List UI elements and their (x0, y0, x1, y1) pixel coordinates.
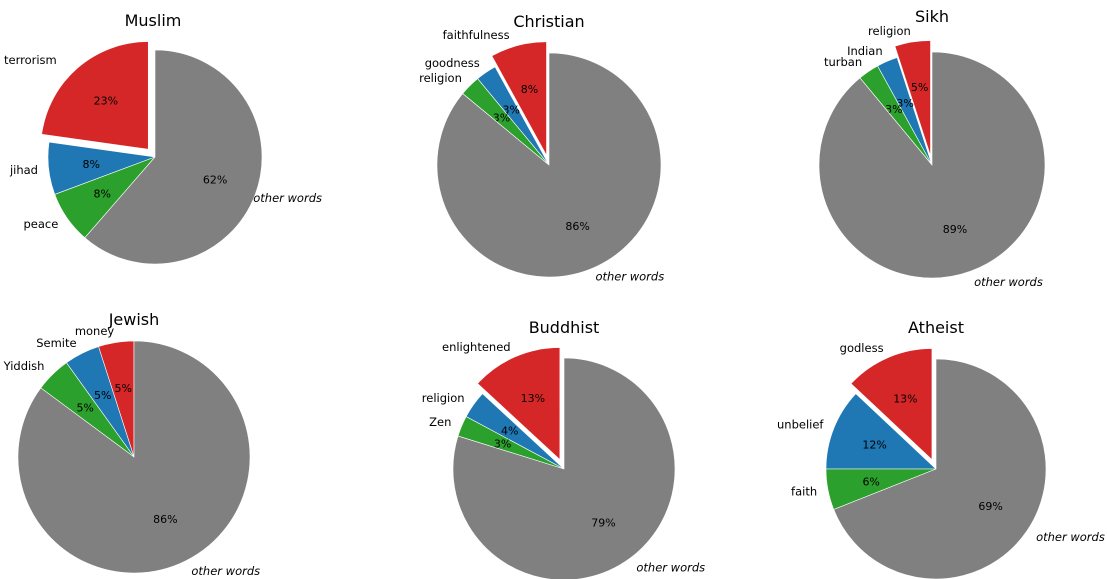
muslim-pct-terrorism: 23% (94, 94, 118, 107)
buddhist-pie-title: Buddhist (529, 318, 600, 337)
sikh-label-indian: Indian (847, 44, 883, 58)
christian-pie-title: Christian (513, 12, 584, 31)
muslim-slice-terrorism (42, 41, 148, 149)
buddhist-pct-religion: 4% (501, 424, 518, 437)
atheist-pct-unbelief: 12% (862, 439, 886, 452)
buddhist-label-enlightened: enlightened (442, 340, 511, 354)
muslim-pie: Muslim 23% terrorism 8% jihad 8% peace 62% other… (4, 11, 322, 265)
muslim-label-peace: peace (23, 217, 58, 231)
buddhist-pct-enlightened: 13% (521, 392, 545, 405)
christian-label-faithfulness: faithfulness (443, 28, 510, 42)
jewish-label-money: money (75, 324, 115, 338)
sikh-label-religion: religion (868, 24, 911, 38)
sikh-label-other-words: other words (974, 275, 1043, 289)
jewish-pct-semite: 5% (94, 389, 111, 402)
christian-slice-other-words (436, 52, 662, 278)
jewish-pct-other-words: 86% (153, 513, 177, 526)
sikh-slice-religion (895, 40, 931, 154)
jewish-label-yiddish: Yiddish (3, 359, 45, 373)
atheist-pie-title: Atheist (908, 318, 964, 337)
atheist-label-unbelief: unbelief (777, 417, 824, 431)
buddhist-label-religion: religion (422, 391, 465, 405)
atheist-pct-faith: 6% (862, 475, 879, 488)
buddhist-slice-enlightened (478, 347, 560, 459)
christian-pct-religion: 3% (493, 111, 510, 124)
muslim-label-jihad: jihad (9, 163, 38, 177)
sikh-pie-title: Sikh (915, 7, 949, 26)
sikh-pct-turban: 3% (885, 103, 902, 116)
buddhist-slice-other-words (452, 357, 676, 579)
atheist-label-godless: godless (840, 341, 884, 355)
buddhist-pct-other-words: 79% (591, 517, 615, 530)
buddhist-label-zen: Zen (429, 415, 451, 429)
christian-label-religion: religion (419, 71, 462, 85)
christian-pie: Christian 8% faithfulness 3% goodness 3% relig… (419, 12, 664, 283)
muslim-pct-other-words: 62% (203, 173, 227, 186)
atheist-label-faith: faith (791, 485, 817, 499)
christian-slice-faithfulness (492, 42, 547, 155)
buddhist-pie: Buddhist 13% enlightened 4% religion 3% Zen 79%… (422, 318, 705, 579)
atheist-slice-unbelief (825, 393, 937, 470)
atheist-slice-godless (851, 348, 932, 459)
atheist-slice-other-words (833, 358, 1047, 579)
christian-pct-faithfulness: 8% (521, 83, 538, 96)
buddhist-label-other-words: other words (636, 560, 705, 574)
atheist-pct-other-words: 69% (978, 500, 1002, 513)
sikh-pct-indian: 3% (896, 97, 913, 110)
christian-pct-goodness: 3% (503, 103, 520, 116)
muslim-pct-peace: 8% (94, 188, 111, 201)
jewish-slice-other-words (17, 340, 251, 574)
jewish-pct-money: 5% (114, 382, 131, 395)
sikh-pie: Sikh 5% religion 3% Indian 3% turban 89% other w… (818, 7, 1046, 289)
sikh-pct-other-words: 89% (943, 223, 967, 236)
jewish-pie: Jewish 5% money 5% Semite 5% Yiddish 86% other w… (3, 310, 261, 578)
jewish-pie-title: Jewish (108, 310, 160, 329)
muslim-slice-other-words (84, 49, 263, 265)
jewish-label-other-words: other words (191, 564, 260, 578)
muslim-pie-title: Muslim (125, 11, 182, 30)
jewish-label-semite: Semite (36, 336, 76, 350)
sikh-slice-other-words (818, 51, 1046, 279)
buddhist-pct-zen: 3% (494, 437, 511, 450)
muslim-pct-jihad: 8% (82, 158, 99, 171)
jewish-pct-yiddish: 5% (76, 401, 93, 414)
christian-label-goodness: goodness (425, 56, 480, 70)
muslim-label-other-words: other words (253, 191, 322, 205)
atheist-label-other-words: other words (1036, 530, 1105, 544)
sikh-pct-religion: 5% (911, 81, 928, 94)
christian-pct-other-words: 86% (565, 220, 589, 233)
muslim-label-terrorism: terrorism (4, 53, 57, 67)
atheist-pct-godless: 13% (893, 392, 917, 405)
sikh-label-turban: turban (824, 55, 862, 69)
christian-label-other-words: other words (595, 269, 664, 283)
atheist-pie: Atheist 13% godless 12% unbelief 6% faith 69% ot… (777, 318, 1105, 579)
